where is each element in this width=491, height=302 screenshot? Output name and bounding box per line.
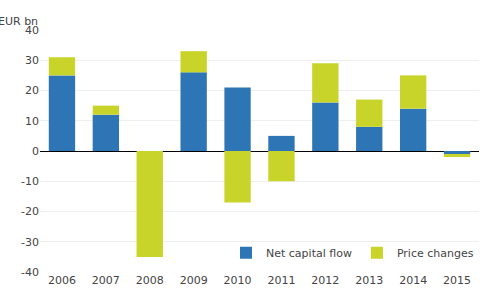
svg-text:2008: 2008	[136, 274, 164, 287]
svg-text:-10: -10	[21, 175, 39, 188]
svg-text:2014: 2014	[399, 274, 427, 287]
svg-text:EUR bn: EUR bn	[0, 15, 38, 28]
svg-text:-20: -20	[21, 205, 39, 218]
svg-text:Net capital flow: Net capital flow	[266, 247, 352, 260]
svg-text:10: 10	[25, 115, 39, 128]
svg-text:2011: 2011	[267, 274, 295, 287]
svg-text:2015: 2015	[443, 274, 471, 287]
svg-text:2012: 2012	[311, 274, 339, 287]
svg-text:Price changes: Price changes	[397, 247, 474, 260]
svg-text:30: 30	[25, 54, 39, 67]
svg-text:2010: 2010	[224, 274, 252, 287]
svg-text:-40: -40	[21, 266, 39, 279]
svg-text:20: 20	[25, 84, 39, 97]
svg-text:2009: 2009	[180, 274, 208, 287]
svg-text:2006: 2006	[48, 274, 76, 287]
svg-text:2007: 2007	[92, 274, 120, 287]
svg-text:40: 40	[25, 24, 39, 37]
svg-text:2013: 2013	[355, 274, 383, 287]
svg-text:-30: -30	[21, 236, 39, 249]
svg-text:0: 0	[32, 145, 39, 158]
